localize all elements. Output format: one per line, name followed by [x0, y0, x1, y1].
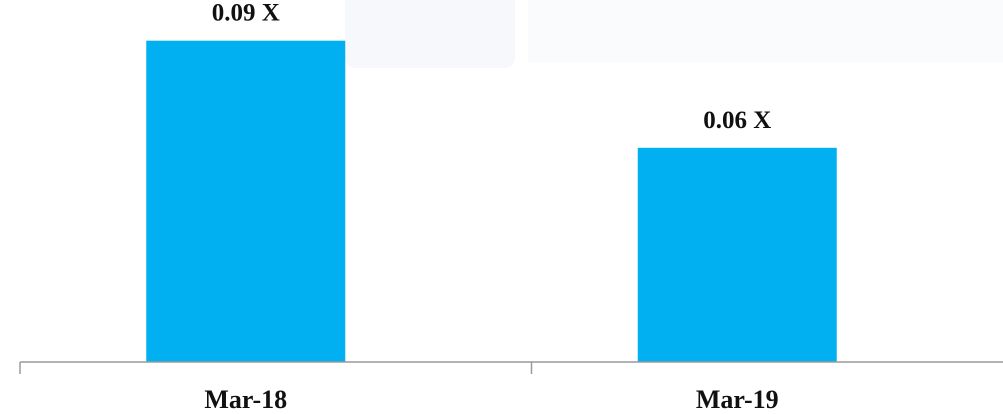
x-tick-label-mar-18: Mar-18	[204, 385, 287, 414]
background-panel-left	[345, 0, 515, 68]
background-panel-right	[528, 0, 1003, 62]
data-label-mar-18: 0.09 X	[212, 0, 280, 27]
data-label-mar-19: 0.06 X	[703, 107, 771, 134]
bar-mar-19	[637, 147, 837, 362]
bar-mar-18	[146, 40, 346, 362]
x-tick-label-mar-19: Mar-19	[696, 385, 779, 414]
